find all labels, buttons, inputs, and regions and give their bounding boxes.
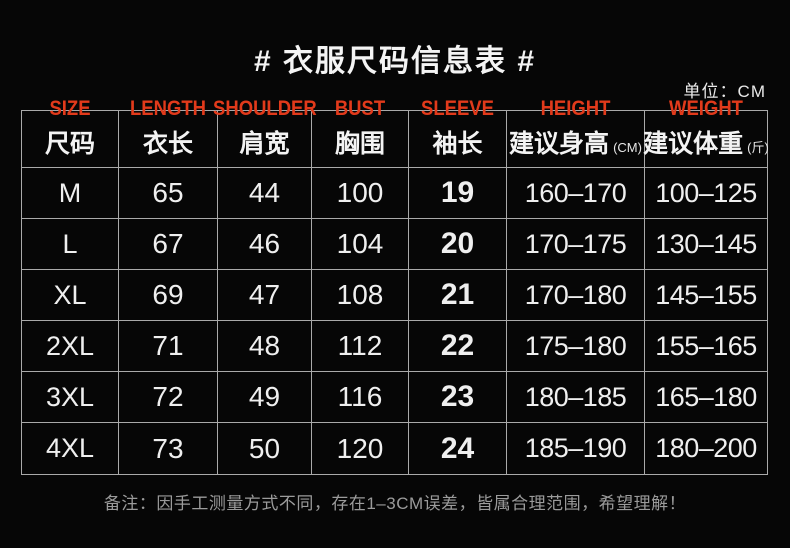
column-header-zh-text: 胸围 xyxy=(334,130,385,158)
table-cell: 155–165 xyxy=(645,321,767,372)
size-cell: XL xyxy=(22,270,119,321)
table-cell: 180–200 xyxy=(655,433,757,463)
column-header-zh-text: 衣长 xyxy=(142,130,193,158)
table-cell: 50 xyxy=(218,423,312,474)
column-header-zh-text: 袖长 xyxy=(432,130,483,158)
column-header-zh: 袖长 xyxy=(432,124,482,160)
size-cell: 2XL xyxy=(22,321,119,372)
column-header-zh: 尺码 xyxy=(45,124,95,160)
table-cell: 185–190 xyxy=(507,423,645,474)
table-cell: 100–125 xyxy=(645,168,767,219)
column-header-sleeve: SLEEVE 袖长 xyxy=(409,97,507,168)
table-cell: 160–170 xyxy=(507,168,645,219)
column-header-zh: 肩宽 xyxy=(239,124,289,160)
column-header-length: LENGTH 衣长 xyxy=(119,97,218,168)
table-cell: 49 xyxy=(218,372,312,423)
size-cell: 4XL xyxy=(22,423,119,474)
table-cell: 104 xyxy=(312,219,409,270)
table-cell: 170–175 xyxy=(507,219,645,270)
table-cell: 112 xyxy=(312,321,409,372)
table-cell: 65 xyxy=(119,168,218,219)
column-header-en: LENGTH xyxy=(130,97,206,120)
column-header-zh: 建议体重 (斤) xyxy=(643,124,769,160)
table-cell: 180–185 xyxy=(507,372,645,423)
column-header-zh: 衣长 xyxy=(143,124,193,160)
table-cell: 175–180 xyxy=(507,321,645,372)
table-cell: 116 xyxy=(312,372,409,423)
column-header-en: SHOULDER xyxy=(213,97,317,120)
size-cell: L xyxy=(22,219,119,270)
size-cell: M xyxy=(22,168,119,219)
column-header-en: BUST xyxy=(334,97,386,120)
table-cell: 120 xyxy=(312,423,409,474)
column-header-suffix: (CM) xyxy=(613,140,642,155)
table-cell: 67 xyxy=(119,219,218,270)
table-cell: 69 xyxy=(119,270,218,321)
column-header-en: SIZE xyxy=(49,97,91,120)
column-header-suffix: (斤) xyxy=(747,140,769,155)
column-header-height: HEIGHT 建议身高 (CM) xyxy=(507,97,645,168)
column-header-bust: BUST 胸围 xyxy=(312,97,409,168)
table-cell: 21 xyxy=(409,270,507,321)
size-chart-table: SIZE 尺码 LENGTH 衣长 SHOULDER 肩宽 BUST 胸围 SL… xyxy=(21,97,769,475)
table-cell: 130–145 xyxy=(645,219,767,270)
column-header-zh-text: 建议身高 xyxy=(509,130,610,158)
unit-label: 单位：CM xyxy=(683,82,766,101)
table-cell: 73 xyxy=(119,423,218,474)
column-header-zh-text: 建议体重 xyxy=(643,130,744,158)
column-header-zh: 建议身高 (CM) xyxy=(509,124,642,160)
column-header-en: HEIGHT xyxy=(540,97,611,120)
column-header-size: SIZE 尺码 xyxy=(22,97,119,168)
table-cell: 44 xyxy=(218,168,312,219)
table-cell: 24 xyxy=(409,423,507,474)
measurement-note: 备注：因手工测量方式不同，存在1–3CM误差，皆属合理范围，希望理解！ xyxy=(103,494,687,513)
column-header-zh-text: 尺码 xyxy=(44,130,95,158)
table-cell: 100 xyxy=(312,168,409,219)
column-header-shoulder: SHOULDER 肩宽 xyxy=(213,97,317,168)
column-header-weight: WEIGHT 建议体重 (斤) xyxy=(643,97,769,168)
table-cell: 71 xyxy=(119,321,218,372)
table-cell: 47 xyxy=(218,270,312,321)
table-cell: 72 xyxy=(119,372,218,423)
column-header-zh-text: 肩宽 xyxy=(239,130,290,158)
column-header-en: SLEEVE xyxy=(421,97,494,120)
table-cell: 165–180 xyxy=(645,372,767,423)
table-cell: 22 xyxy=(409,321,507,372)
column-header-zh: 胸围 xyxy=(335,124,385,160)
table-cell: 46 xyxy=(218,219,312,270)
table-cell: 170–180 xyxy=(507,270,645,321)
page-title: # 衣服尺码信息表 # xyxy=(253,45,537,78)
column-header-en: WEIGHT xyxy=(669,97,743,120)
table-cell: 20 xyxy=(409,219,507,270)
table-cell: 48 xyxy=(218,321,312,372)
table-cell: 19 xyxy=(409,168,507,219)
table-cell: 23 xyxy=(409,372,507,423)
size-cell: 3XL xyxy=(22,372,119,423)
table-cell: 108 xyxy=(312,270,409,321)
table-cell: 145–155 xyxy=(645,270,767,321)
